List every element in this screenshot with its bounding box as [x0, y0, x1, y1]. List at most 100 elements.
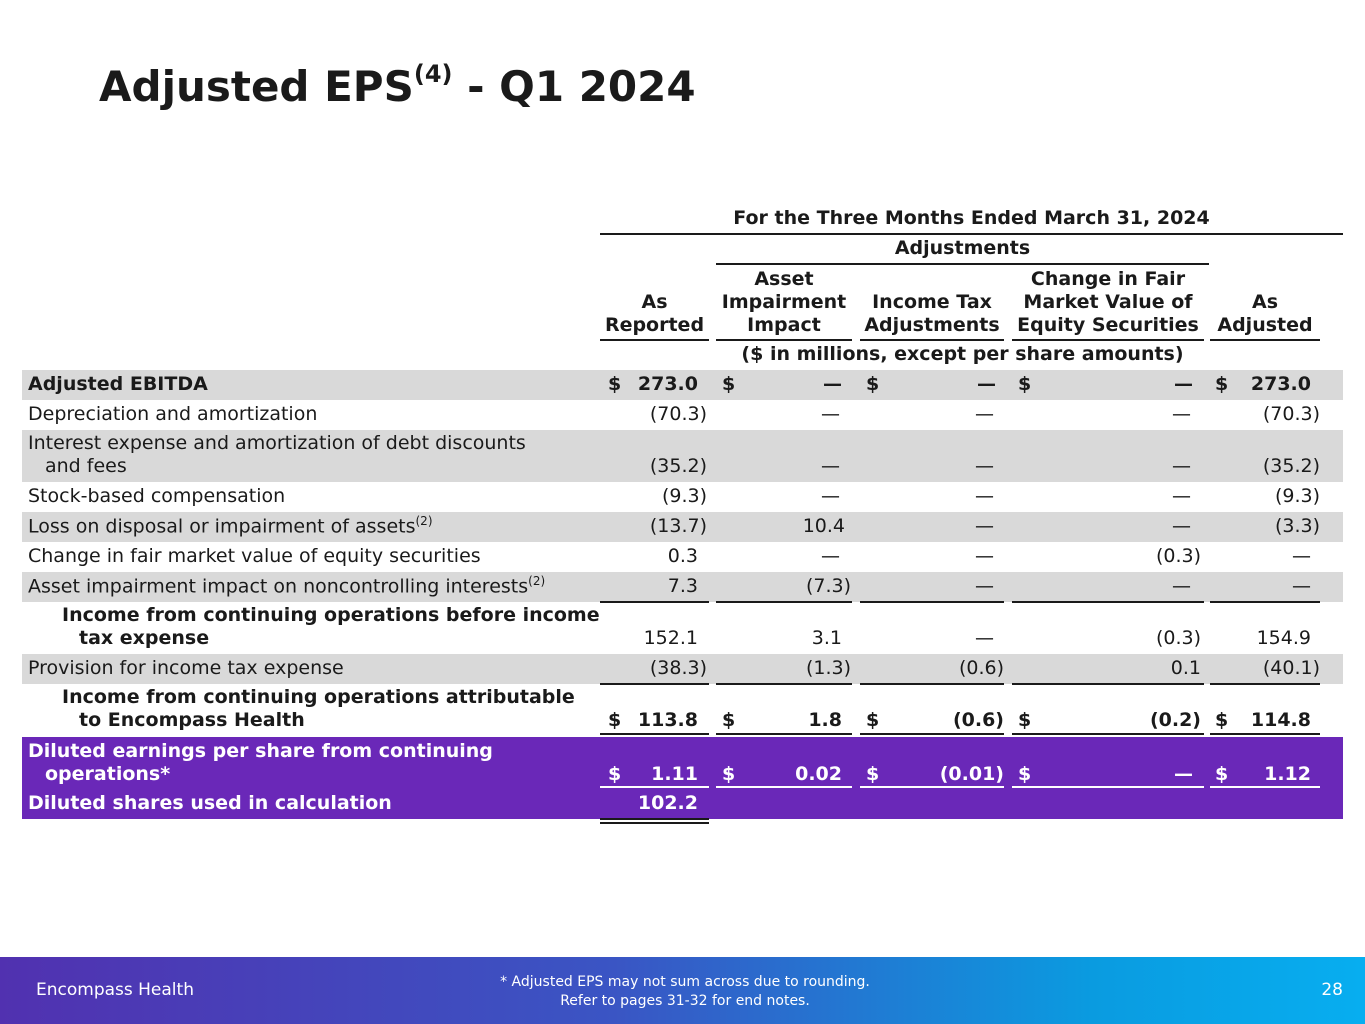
col-rule	[860, 339, 1004, 341]
cell-as-adjusted: —	[1292, 575, 1311, 597]
subtotal-rule	[1210, 683, 1320, 685]
cell-fair-value: 0.1	[1170, 657, 1201, 679]
cell-income-tax: —	[975, 485, 994, 507]
col-header-income-tax: Income Tax Adjustments	[864, 291, 1000, 336]
row-label: Depreciation and amortization	[28, 403, 318, 425]
cell-income-tax: (0.6)	[958, 657, 1004, 679]
col-rule	[600, 339, 709, 341]
period-header: For the Three Months Ended March 31, 202…	[733, 207, 1210, 229]
cell-as-reported: (35.2)	[649, 455, 707, 477]
dollar-sign: $	[1018, 709, 1032, 731]
page-title: Adjusted EPS(4) - Q1 2024	[99, 60, 696, 111]
cell-asset-impairment: —	[821, 545, 840, 567]
cell-asset-impairment: —	[821, 403, 840, 425]
row-label: Provision for income tax expense	[28, 657, 344, 679]
col-header-as-adjusted: As Adjusted	[1217, 291, 1313, 336]
subtotal-rule	[716, 683, 852, 685]
dollar-sign: $	[608, 709, 622, 731]
cell-as-reported: 273.0	[637, 373, 698, 395]
cell-asset-impairment: 0.02	[795, 763, 842, 785]
cell-asset-impairment: 1.8	[808, 709, 842, 731]
row-label: Change in fair market value of equity se…	[28, 545, 481, 567]
cell-as-adjusted: (70.3)	[1262, 403, 1320, 425]
dollar-sign: $	[608, 763, 622, 785]
cell-as-adjusted: 154.9	[1256, 627, 1311, 649]
dollar-sign: $	[722, 763, 736, 785]
dollar-sign: $	[608, 373, 622, 395]
cell-as-adjusted: —	[1292, 545, 1311, 567]
table-row: Income from continuing operations attrib…	[22, 684, 1343, 739]
page-number: 28	[1321, 980, 1343, 1000]
cell-income-tax: —	[975, 403, 994, 425]
cell-as-adjusted: 114.8	[1250, 709, 1311, 731]
cell-as-adjusted: 273.0	[1250, 373, 1311, 395]
cell-as-reported: 1.11	[651, 763, 698, 785]
subtotal-rule	[1012, 683, 1204, 685]
dollar-sign: $	[722, 709, 736, 731]
row-label: Diluted earnings per share from continui…	[28, 740, 493, 785]
cell-income-tax: —	[975, 575, 994, 597]
cell-asset-impairment: (7.3)	[805, 575, 851, 597]
cell-fair-value: —	[1174, 373, 1193, 395]
cell-as-reported: (70.3)	[649, 403, 707, 425]
cell-income-tax: —	[975, 627, 994, 649]
subtotal-rule	[600, 601, 709, 603]
adjustments-header-rule	[716, 263, 1209, 265]
dollar-sign: $	[866, 709, 880, 731]
cell-income-tax: —	[975, 545, 994, 567]
cell-as-reported: 152.1	[643, 627, 698, 649]
cell-as-reported: 0.3	[667, 545, 698, 567]
cell-as-reported: (9.3)	[661, 485, 707, 507]
cell-income-tax: (0.6)	[952, 709, 1004, 731]
cell-fair-value: —	[1172, 515, 1191, 537]
cell-as-adjusted: (9.3)	[1274, 485, 1320, 507]
table-row: Stock-based compensation (9.3) — — — (9.…	[22, 482, 1343, 512]
row-label: Adjusted EBITDA	[28, 373, 208, 395]
col-rule	[716, 339, 852, 341]
cell-asset-impairment: —	[821, 485, 840, 507]
table-row: Change in fair market value of equity se…	[22, 542, 1343, 572]
cell-asset-impairment: (1.3)	[805, 657, 851, 679]
col-header-asset-impairment: Asset Impairment Impact	[721, 268, 847, 336]
cell-fair-value: (0.2)	[1149, 709, 1201, 731]
units-note: ($ in millions, except per share amounts…	[741, 343, 1184, 365]
cell-as-adjusted: 1.12	[1264, 763, 1311, 785]
cell-asset-impairment: 3.1	[811, 627, 842, 649]
row-label: Asset impairment impact on noncontrollin…	[28, 573, 546, 597]
subtotal-rule	[600, 683, 709, 685]
shares-double-rule	[600, 818, 709, 824]
cell-asset-impairment: —	[823, 373, 842, 395]
table-row: Loss on disposal or impairment of assets…	[22, 512, 1343, 542]
row-label: Income from continuing operations before…	[62, 604, 600, 649]
table-row: Diluted earnings per share from continui…	[22, 737, 1343, 792]
table-row: Diluted shares used in calculation 102.2	[22, 790, 1343, 819]
dollar-sign: $	[866, 373, 880, 395]
cell-as-reported: 7.3	[667, 575, 698, 597]
table-row: Income from continuing operations before…	[22, 602, 1343, 654]
cell-as-adjusted: (3.3)	[1274, 515, 1320, 537]
cell-asset-impairment: —	[821, 455, 840, 477]
dollar-sign: $	[1018, 763, 1032, 785]
cell-income-tax: —	[975, 515, 994, 537]
row-label: Diluted shares used in calculation	[28, 792, 392, 814]
col-rule	[1012, 339, 1204, 341]
col-header-fair-value: Change in Fair Market Value of Equity Secu…	[1017, 268, 1199, 336]
cell-income-tax: (0.01)	[939, 763, 1004, 785]
dollar-sign: $	[1215, 709, 1229, 731]
cell-fair-value: (0.3)	[1155, 545, 1201, 567]
table-row: Provision for income tax expense (38.3) …	[22, 654, 1343, 685]
cell-fair-value: (0.3)	[1155, 627, 1201, 649]
cell-as-reported: 102.2	[637, 792, 698, 814]
cell-asset-impairment: 10.4	[802, 515, 845, 537]
row-label: Income from continuing operations attrib…	[62, 686, 575, 731]
cell-income-tax: —	[977, 373, 996, 395]
table-row: Adjusted EBITDA $ 273.0 $ — $ — $ — $ 27…	[22, 370, 1343, 400]
cell-income-tax: —	[975, 455, 994, 477]
footer-brand: Encompass Health	[36, 980, 194, 1000]
cell-fair-value: —	[1172, 403, 1191, 425]
cell-as-reported: (13.7)	[649, 515, 707, 537]
cell-fair-value: —	[1172, 455, 1191, 477]
cell-as-reported: 113.8	[637, 709, 698, 731]
col-rule	[1210, 339, 1320, 341]
dollar-sign: $	[866, 763, 880, 785]
